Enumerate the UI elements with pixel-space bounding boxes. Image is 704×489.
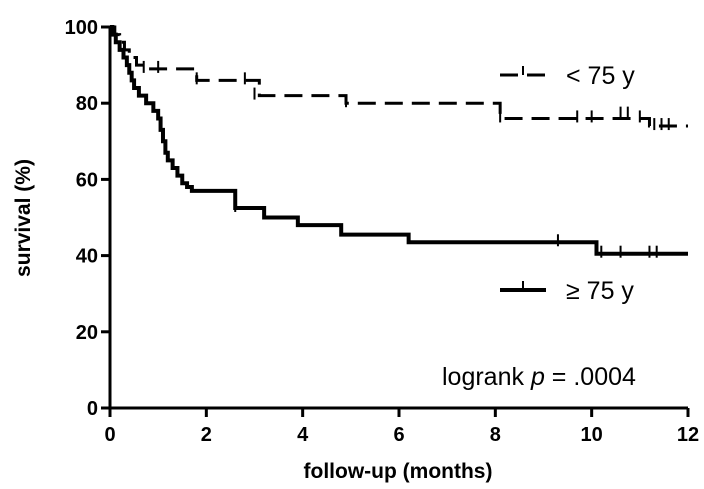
y-tick-label-20: 20 — [76, 322, 98, 344]
y-tick-label-40: 40 — [76, 246, 98, 268]
x-tick-label-0: 0 — [104, 424, 115, 446]
y-axis: 0 20 40 60 80 100 — [65, 17, 112, 420]
x-tick-label-6: 6 — [393, 424, 404, 446]
y-tick-label-80: 80 — [76, 93, 98, 115]
series-line-1 — [110, 25, 688, 256]
legend-label-0: < 75 y — [566, 62, 635, 90]
legend-label-1: ≥ 75 y — [566, 277, 634, 305]
legend: < 75 y ≥ 75 y — [500, 62, 635, 305]
x-tick-label-8: 8 — [490, 424, 501, 446]
series-line-0 — [110, 25, 688, 128]
y-axis-title: survival (%) — [12, 159, 35, 277]
y-tick-label-100: 100 — [65, 17, 98, 39]
x-axis-title: follow-up (months) — [304, 460, 493, 483]
annotation-prefix: logrank — [442, 363, 531, 391]
y-tick-label-60: 60 — [76, 169, 98, 191]
series-layer — [110, 25, 688, 258]
x-tick-label-10: 10 — [581, 424, 603, 446]
annotation-p: p — [530, 363, 545, 391]
y-tick-label-0: 0 — [87, 398, 98, 420]
x-tick-label-2: 2 — [201, 424, 212, 446]
logrank-annotation: logrank p = .0004 — [442, 363, 636, 391]
x-tick-label-12: 12 — [677, 424, 699, 446]
x-axis: 0 2 4 6 8 10 12 — [104, 406, 699, 446]
annotation-suffix: = .0004 — [545, 363, 636, 391]
x-tick-label-4: 4 — [297, 424, 309, 446]
